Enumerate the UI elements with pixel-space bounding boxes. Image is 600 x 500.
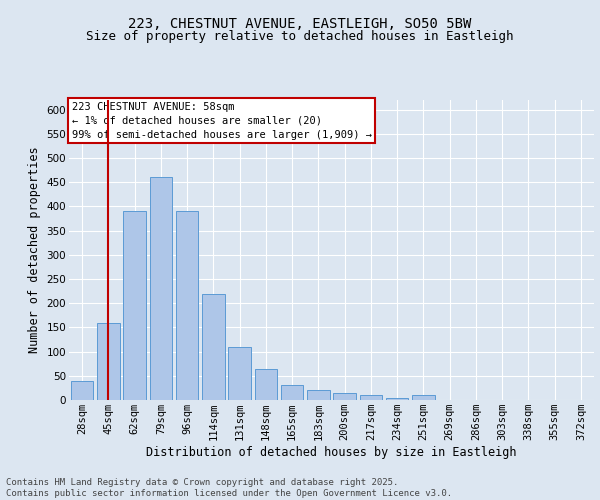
Bar	[71, 380, 93, 400]
Bar	[97, 322, 119, 400]
Text: Contains HM Land Registry data © Crown copyright and database right 2025.
Contai: Contains HM Land Registry data © Crown c…	[6, 478, 452, 498]
Bar	[229, 347, 251, 400]
Text: 223, CHESTNUT AVENUE, EASTLEIGH, SO50 5BW: 223, CHESTNUT AVENUE, EASTLEIGH, SO50 5B…	[128, 18, 472, 32]
Bar	[412, 395, 434, 400]
Bar	[150, 178, 172, 400]
Bar	[360, 395, 382, 400]
Y-axis label: Number of detached properties: Number of detached properties	[28, 146, 41, 354]
Bar	[281, 386, 303, 400]
Bar	[307, 390, 329, 400]
Text: Size of property relative to detached houses in Eastleigh: Size of property relative to detached ho…	[86, 30, 514, 43]
X-axis label: Distribution of detached houses by size in Eastleigh: Distribution of detached houses by size …	[146, 446, 517, 459]
Bar	[176, 212, 198, 400]
Bar	[255, 368, 277, 400]
Text: 223 CHESTNUT AVENUE: 58sqm
← 1% of detached houses are smaller (20)
99% of semi-: 223 CHESTNUT AVENUE: 58sqm ← 1% of detac…	[71, 102, 371, 140]
Bar	[124, 212, 146, 400]
Bar	[386, 398, 408, 400]
Bar	[334, 392, 356, 400]
Bar	[202, 294, 224, 400]
